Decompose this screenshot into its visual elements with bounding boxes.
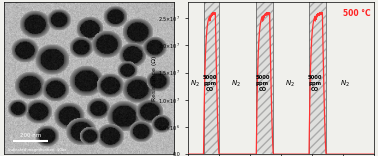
Y-axis label: Resistance (Ω): Resistance (Ω) [152,55,157,101]
Bar [309,2,326,154]
Bar [203,2,219,154]
Text: $N_2$: $N_2$ [190,78,200,89]
Text: $N_2$: $N_2$ [285,78,295,89]
Text: 500 °C: 500 °C [343,9,371,18]
Text: 5000
ppm
CO: 5000 ppm CO [255,75,270,92]
Text: 200 nm: 200 nm [20,133,41,138]
Text: 5000
ppm
CO: 5000 ppm CO [203,75,217,92]
Text: $N_2$: $N_2$ [231,78,241,89]
Text: 5000
ppm
CO: 5000 ppm CO [308,75,322,92]
Text: Indicated magnification: 10kx: Indicated magnification: 10kx [8,148,67,152]
Text: $N_2$: $N_2$ [340,78,350,89]
Bar [256,2,273,154]
